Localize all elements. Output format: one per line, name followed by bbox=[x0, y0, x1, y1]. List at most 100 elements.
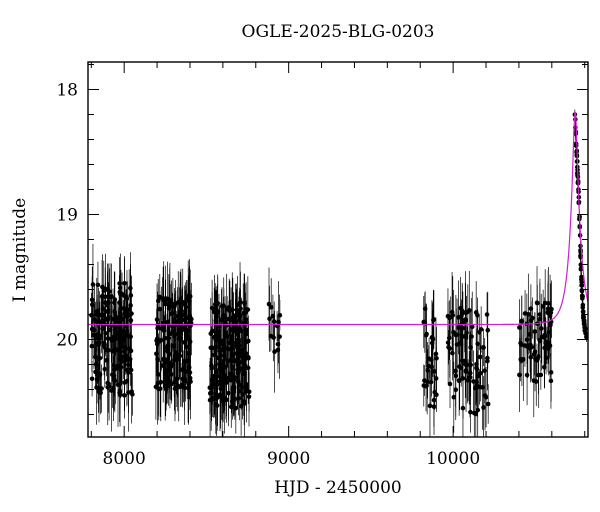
data-point bbox=[109, 388, 114, 393]
x-tick-label: 8000 bbox=[103, 449, 146, 469]
data-point bbox=[214, 403, 220, 408]
data-point bbox=[186, 381, 191, 387]
data-point bbox=[271, 319, 277, 324]
data-point bbox=[238, 306, 243, 312]
data-point bbox=[96, 389, 102, 394]
data-point bbox=[122, 333, 127, 338]
data-point bbox=[90, 282, 96, 287]
data-point bbox=[578, 266, 584, 272]
data-point bbox=[213, 337, 218, 343]
data-point bbox=[155, 381, 160, 386]
data-point bbox=[424, 331, 429, 337]
data-point bbox=[476, 330, 482, 335]
data-point bbox=[232, 357, 237, 363]
data-point bbox=[105, 336, 111, 341]
data-point bbox=[422, 320, 428, 325]
data-point bbox=[221, 372, 227, 377]
data-point bbox=[580, 309, 586, 314]
data-point bbox=[182, 340, 187, 345]
data-point bbox=[113, 366, 118, 372]
data-point bbox=[229, 307, 235, 312]
data-point bbox=[542, 345, 547, 351]
data-point bbox=[535, 300, 540, 306]
data-point bbox=[214, 395, 219, 401]
data-point bbox=[267, 316, 272, 322]
data-point bbox=[485, 401, 491, 407]
data-point bbox=[426, 363, 431, 369]
data-point bbox=[447, 381, 453, 387]
data-point bbox=[226, 390, 231, 396]
data-point bbox=[451, 394, 457, 400]
data-point bbox=[166, 367, 172, 373]
data-point bbox=[573, 143, 579, 148]
data-point bbox=[239, 384, 245, 390]
x-tick-label: 10000 bbox=[426, 449, 480, 469]
data-point bbox=[246, 338, 251, 344]
data-point bbox=[179, 311, 185, 317]
data-point bbox=[157, 386, 163, 392]
data-point bbox=[469, 334, 474, 339]
data-point bbox=[581, 314, 587, 320]
data-point bbox=[154, 317, 160, 322]
data-point bbox=[275, 347, 281, 353]
data-point bbox=[531, 378, 537, 383]
data-point bbox=[102, 366, 108, 372]
data-point bbox=[485, 327, 491, 333]
data-point bbox=[447, 346, 453, 351]
data-point bbox=[240, 359, 246, 364]
data-point bbox=[112, 309, 117, 314]
data-point bbox=[118, 291, 123, 297]
data-point bbox=[225, 346, 231, 352]
data-point bbox=[429, 340, 435, 346]
data-point bbox=[538, 372, 544, 378]
data-point bbox=[167, 303, 172, 308]
data-point bbox=[537, 316, 543, 322]
data-point bbox=[517, 325, 522, 330]
data-point bbox=[231, 377, 237, 383]
data-point bbox=[228, 404, 234, 410]
data-point bbox=[475, 407, 481, 413]
data-point bbox=[431, 317, 436, 323]
data-point bbox=[537, 337, 542, 343]
data-point bbox=[162, 357, 168, 362]
data-point bbox=[579, 277, 584, 282]
data-point bbox=[233, 324, 239, 330]
data-point bbox=[453, 373, 459, 379]
data-point bbox=[118, 305, 124, 311]
data-point bbox=[580, 294, 585, 299]
data-point bbox=[93, 335, 98, 341]
data-point bbox=[481, 405, 486, 410]
data-point bbox=[180, 376, 185, 382]
data-point bbox=[165, 349, 171, 355]
data-point bbox=[174, 376, 180, 382]
data-point bbox=[233, 318, 238, 324]
data-point bbox=[213, 314, 219, 319]
data-point bbox=[277, 334, 282, 339]
data-point bbox=[177, 353, 183, 359]
data-point bbox=[212, 302, 218, 307]
chart-title: OGLE-2025-BLG-0203 bbox=[241, 22, 435, 42]
y-tick-label: 19 bbox=[56, 206, 78, 226]
data-point bbox=[524, 372, 530, 378]
data-point bbox=[236, 349, 242, 355]
data-point bbox=[434, 356, 439, 361]
data-point bbox=[468, 409, 473, 415]
data-point bbox=[95, 282, 101, 288]
data-point bbox=[480, 385, 485, 390]
data-point bbox=[116, 336, 121, 342]
data-point bbox=[186, 293, 191, 299]
data-point bbox=[118, 342, 124, 347]
data-point bbox=[266, 301, 272, 307]
data-point bbox=[448, 314, 454, 320]
data-point bbox=[207, 397, 213, 403]
data-point bbox=[465, 309, 471, 315]
data-point bbox=[228, 336, 234, 342]
data-point bbox=[483, 394, 489, 400]
data-point bbox=[124, 367, 130, 373]
data-point bbox=[473, 411, 479, 417]
data-point bbox=[119, 354, 125, 359]
data-point bbox=[219, 367, 224, 372]
data-point bbox=[128, 285, 133, 291]
data-point bbox=[427, 403, 433, 409]
data-point bbox=[89, 376, 95, 382]
